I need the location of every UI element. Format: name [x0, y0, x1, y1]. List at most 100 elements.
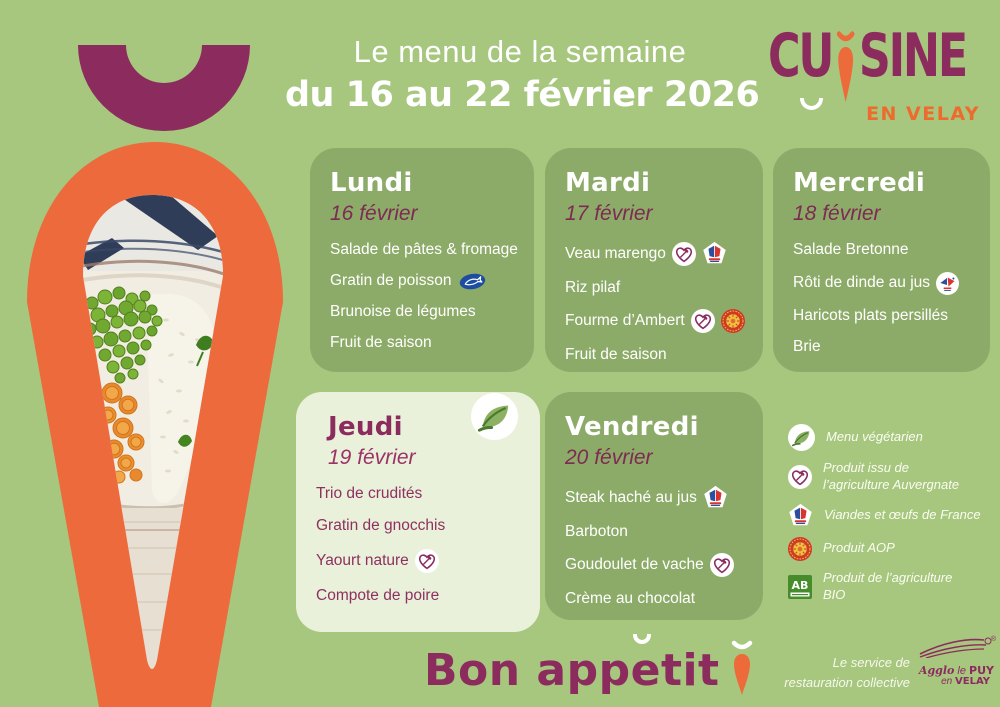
- menu-item-label: Fruit de saison: [565, 345, 667, 363]
- french-poultry-icon: [936, 271, 960, 295]
- carrot-icon: [731, 640, 752, 695]
- page-title: Le menu de la semaine: [353, 34, 687, 69]
- legend-label: Viandes et œufs de France: [824, 506, 981, 522]
- legend-row: Produit issu de l’agriculture Auvergnate: [788, 460, 1000, 494]
- swoosh-icon: [919, 637, 992, 659]
- brand-tagline: EN VELAY: [866, 103, 980, 125]
- viandes-de-france-icon: [702, 241, 727, 266]
- page-subtitle: du 16 au 22 février 2026: [285, 75, 760, 115]
- menu-item: Rôti de dinde au jus: [793, 271, 980, 295]
- menu-item: Veau marengo: [565, 241, 753, 266]
- menu-item: Crème au chocolat: [565, 590, 753, 608]
- bon-appetit-text-post: tit: [660, 645, 720, 696]
- menu-item: Gratin de poisson: [330, 272, 524, 291]
- menu-item: Fruit de saison: [565, 346, 753, 364]
- auvergnate-heart-icon: [709, 553, 734, 577]
- menu-item-label: Brunoise de légumes: [330, 303, 476, 320]
- menu-item-label: Steak haché au jus: [565, 488, 697, 506]
- legend-label: Menu végétarien: [826, 429, 923, 445]
- menu-item: Fruit de saison: [330, 334, 524, 352]
- menu-item: Haricots plats persillés: [793, 307, 980, 325]
- menu-item: Riz pilaf: [565, 279, 753, 297]
- auvergnate-heart-icon: [414, 549, 439, 573]
- vegetarian-leaf-icon: [471, 393, 518, 440]
- legend-row: Viandes et œufs de France: [788, 503, 1000, 528]
- menu-item: Compote de poire: [316, 587, 530, 605]
- legend-label: Produit de l’agriculture BIO: [823, 569, 953, 602]
- day-date: 19 février: [328, 446, 416, 469]
- menu-item-label: Gratin de gnocchis: [316, 517, 446, 534]
- bon-appetit: Bon app e tit: [424, 634, 754, 696]
- menu-item-label: Yaourt nature: [316, 552, 409, 569]
- menu-item-label: Fourme d’Ambert: [565, 312, 685, 329]
- fish-label-icon: [458, 272, 487, 291]
- menu-item-label: Crème au chocolat: [565, 589, 696, 607]
- brand-text-start: CU: [768, 21, 834, 91]
- menu-item-label: Trio de crudités: [316, 485, 423, 502]
- bon-appetit-breve-letter: e: [631, 634, 661, 693]
- menu-item-label: Salade Bretonne: [793, 241, 909, 258]
- menu-item-label: Rôti de dinde au jus: [793, 274, 931, 291]
- day-date: 18 février: [793, 202, 881, 225]
- auvergnate-heart-icon: [690, 309, 715, 333]
- menu-item-label: Haricots plats persillés: [793, 307, 949, 324]
- menu-item: Salade de pâtes & fromage: [330, 241, 524, 259]
- viandes-de-france-icon: [703, 485, 728, 510]
- menu-item: Fourme d’Ambert: [565, 309, 753, 333]
- legend-label: Produit issu de l’agriculture Auvergnate: [823, 460, 960, 492]
- menu-card-lundi: Lundi 16 février Salade de pâtes & fromage…: [310, 148, 534, 372]
- breve-icon: [800, 98, 823, 110]
- svg-text:AB: AB: [792, 579, 809, 592]
- legend: Menu végétarien Produit issu de l’agricul…: [788, 424, 1000, 613]
- menu-item-label: Barboton: [565, 522, 628, 540]
- menu-item: Yaourt nature: [316, 549, 530, 573]
- menu-item: Brunoise de légumes: [330, 303, 524, 321]
- legend-row: Menu végétarien: [788, 424, 1000, 451]
- legend-label: Produit AOP: [823, 540, 895, 556]
- service-line1: Le service de: [832, 655, 910, 670]
- menu-item-label: Riz pilaf: [565, 278, 621, 296]
- carrot-icon: [836, 31, 855, 102]
- menu-card-mardi: Mardi 17 février Veau marengo Riz pilaf Four…: [545, 148, 763, 372]
- city-logo-line2: en VELAY: [941, 676, 990, 687]
- day-date: 17 février: [565, 202, 653, 225]
- day-name: Mardi: [565, 168, 651, 198]
- brand-logo: CU SINE EN VELAY: [768, 26, 980, 126]
- day-name: Jeudi: [328, 412, 403, 442]
- menu-item-label: Compote de poire: [316, 587, 440, 604]
- menu-item: Brie: [793, 338, 980, 356]
- header: Le menu de la semaine du 16 au 22 févrie…: [285, 34, 760, 115]
- menu-item: Barboton: [565, 523, 753, 541]
- auvergnate-heart-icon: [788, 464, 812, 489]
- menu-item-label: Veau marengo: [565, 244, 666, 262]
- auvergnate-heart-icon: [671, 241, 696, 266]
- city-logo-line1: Agglo le PUY: [918, 664, 994, 677]
- menu-item-label: Fruit de saison: [330, 333, 432, 351]
- menu-card-vendredi: Vendredi 20 février Steak haché au jus Barb…: [545, 392, 763, 620]
- service-line2: restauration collective: [784, 674, 910, 690]
- service-caption: Le service de restauration collective: [760, 653, 910, 692]
- day-name: Lundi: [330, 168, 413, 198]
- vegetarian-leaf-icon: [788, 424, 815, 451]
- menu-item: Trio de crudités: [316, 485, 530, 503]
- aop-seal-icon: [720, 309, 745, 333]
- day-date: 20 février: [565, 446, 653, 469]
- ab-bio-icon: AB: [788, 574, 812, 599]
- menu-item: Goudoulet de vache: [565, 553, 753, 577]
- brand-text-end: SINE: [858, 21, 968, 91]
- viandes-de-france-icon: [788, 503, 813, 528]
- carrot-illustration: [27, 45, 283, 707]
- menu-item: Steak haché au jus: [565, 485, 753, 510]
- menu-item-label: Brie: [793, 337, 821, 355]
- registered-mark: ®: [990, 636, 996, 643]
- bon-appetit-text-pre: Bon app: [424, 645, 631, 696]
- brand-wordmark: CU SINE: [768, 21, 968, 104]
- day-date: 16 février: [330, 202, 418, 225]
- legend-row: AB Produit de l’agriculture BIO: [788, 570, 1000, 604]
- menu-card-jeudi: Jeudi 19 février Trio de crudités Gratin de…: [296, 392, 540, 632]
- day-name: Vendredi: [565, 412, 699, 442]
- day-name: Mercredi: [793, 168, 926, 198]
- magenta-arc-shape: [78, 45, 250, 131]
- menu-item-label: Goudoulet de vache: [565, 556, 704, 573]
